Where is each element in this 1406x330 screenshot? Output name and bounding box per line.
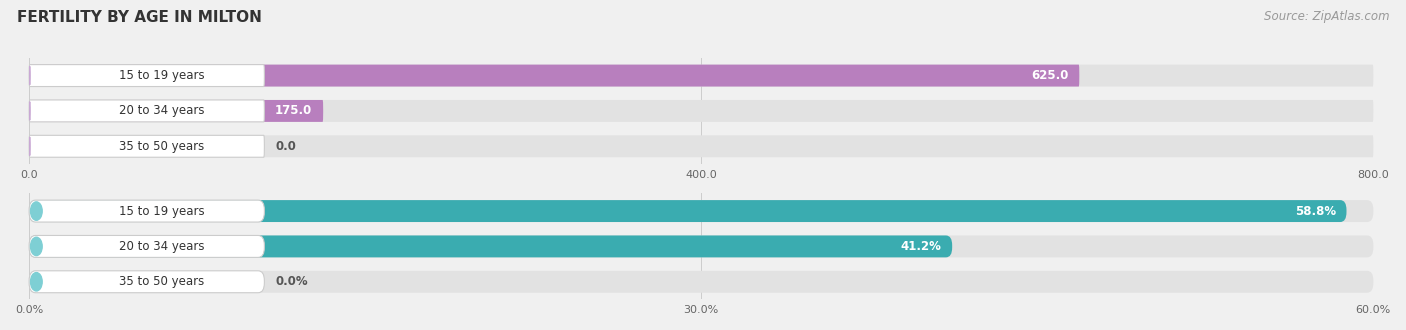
FancyBboxPatch shape <box>30 65 1080 86</box>
FancyBboxPatch shape <box>30 100 1374 122</box>
FancyBboxPatch shape <box>30 200 1347 222</box>
Circle shape <box>31 202 42 220</box>
Text: 20 to 34 years: 20 to 34 years <box>118 240 204 253</box>
FancyBboxPatch shape <box>30 200 264 222</box>
Text: 20 to 34 years: 20 to 34 years <box>118 104 204 117</box>
Text: FERTILITY BY AGE IN MILTON: FERTILITY BY AGE IN MILTON <box>17 10 262 25</box>
Text: 0.0: 0.0 <box>276 140 297 153</box>
FancyBboxPatch shape <box>30 271 1374 293</box>
FancyBboxPatch shape <box>30 236 264 257</box>
Text: 58.8%: 58.8% <box>1295 205 1336 217</box>
FancyBboxPatch shape <box>30 65 1374 86</box>
FancyBboxPatch shape <box>30 100 323 122</box>
Text: 175.0: 175.0 <box>276 104 312 117</box>
Text: 35 to 50 years: 35 to 50 years <box>118 140 204 153</box>
Text: 15 to 19 years: 15 to 19 years <box>118 69 204 82</box>
FancyBboxPatch shape <box>30 135 1374 157</box>
FancyBboxPatch shape <box>30 271 264 293</box>
Circle shape <box>31 237 42 256</box>
Circle shape <box>31 273 42 291</box>
Text: 15 to 19 years: 15 to 19 years <box>118 205 204 217</box>
FancyBboxPatch shape <box>30 236 1374 257</box>
FancyBboxPatch shape <box>30 100 264 122</box>
Text: 35 to 50 years: 35 to 50 years <box>118 275 204 288</box>
FancyBboxPatch shape <box>30 236 952 257</box>
Text: 0.0%: 0.0% <box>276 275 308 288</box>
FancyBboxPatch shape <box>30 65 264 86</box>
Text: Source: ZipAtlas.com: Source: ZipAtlas.com <box>1264 10 1389 23</box>
FancyBboxPatch shape <box>30 135 264 157</box>
FancyBboxPatch shape <box>30 200 1374 222</box>
Text: 41.2%: 41.2% <box>901 240 942 253</box>
Text: 625.0: 625.0 <box>1031 69 1069 82</box>
